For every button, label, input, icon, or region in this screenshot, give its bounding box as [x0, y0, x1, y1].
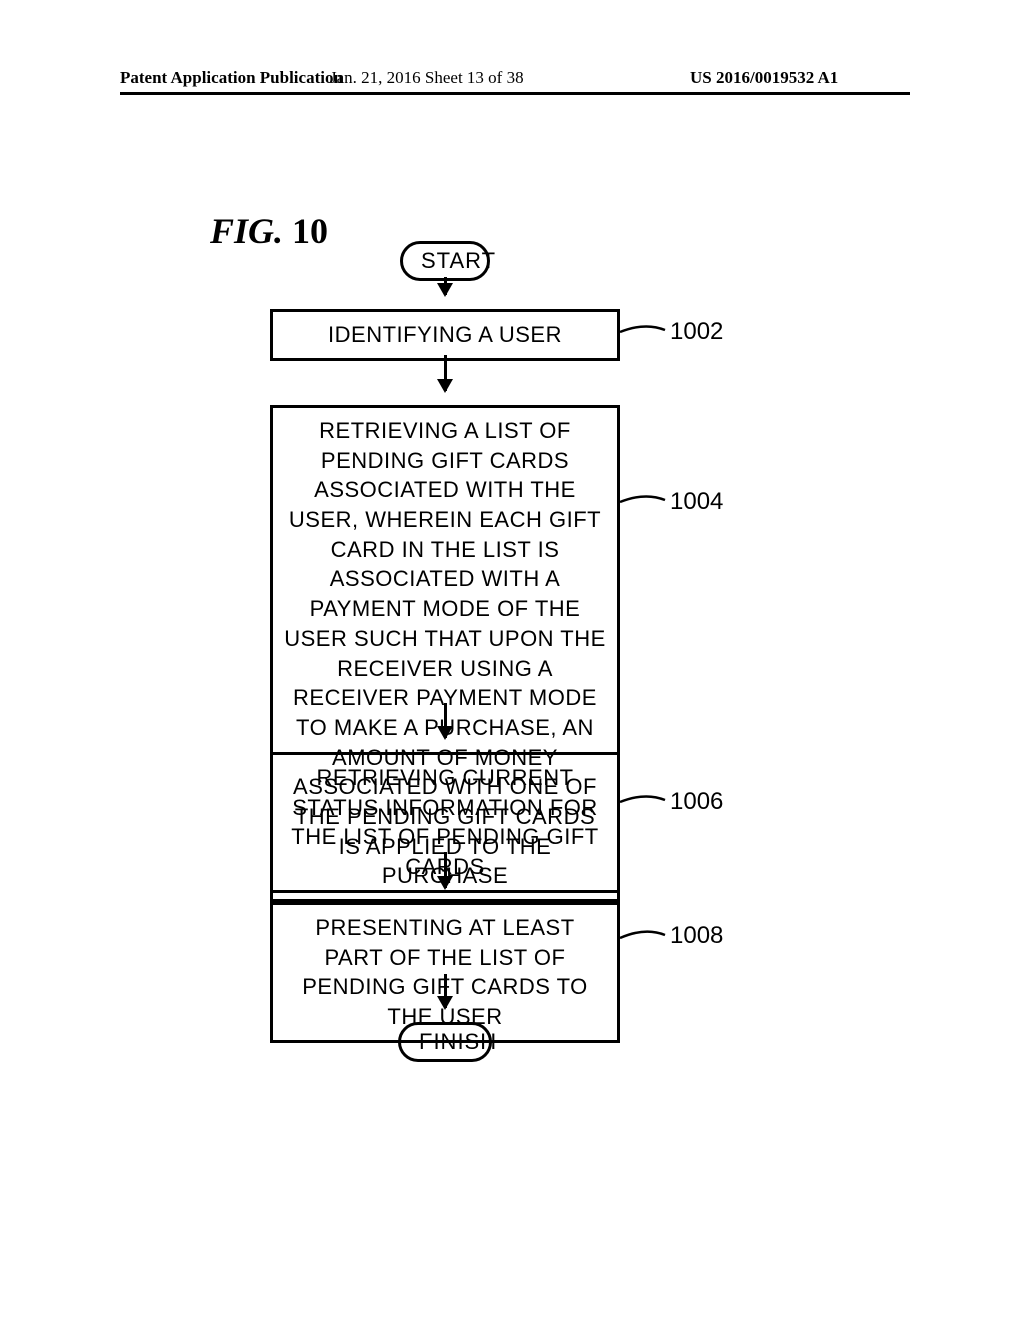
arrow-p1-p2	[444, 355, 447, 391]
header-center: Jan. 21, 2016 Sheet 13 of 38	[330, 68, 524, 88]
node-start: START	[400, 241, 490, 281]
arrow-p4-finish	[444, 974, 447, 1008]
arrow-start-p1	[444, 277, 447, 295]
header-rule	[120, 92, 910, 95]
header-left: Patent Application Publication	[120, 68, 343, 88]
ref-1002: 1002	[670, 318, 723, 346]
header-right: US 2016/0019532 A1	[690, 68, 838, 88]
figure-label-prefix: FIG.	[210, 211, 283, 251]
figure-label-number: 10	[292, 211, 328, 251]
ref-1006: 1006	[670, 788, 723, 816]
figure-label: FIG. 10	[210, 210, 328, 252]
node-finish: FINISH	[398, 1022, 492, 1062]
ref-1008: 1008	[670, 922, 723, 950]
arrow-p2-p3	[444, 703, 447, 738]
ref-1004: 1004	[670, 488, 723, 516]
node-p1: IDENTIFYING A USER	[270, 309, 620, 361]
arrow-p3-p4	[444, 852, 447, 888]
